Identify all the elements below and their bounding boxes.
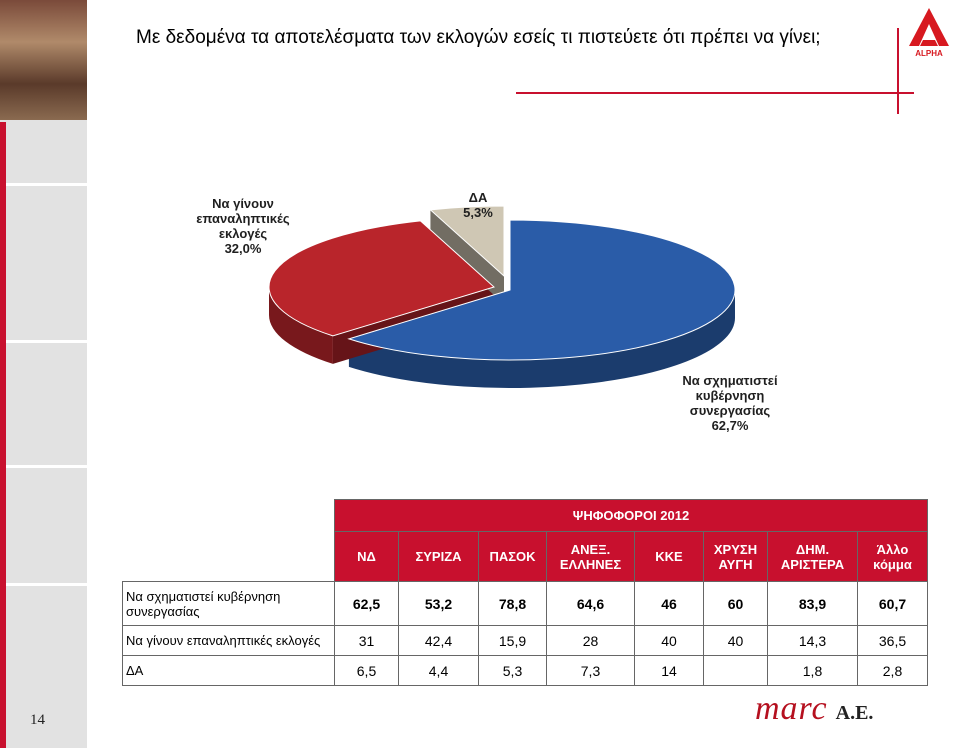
column-header: ΠΑΣΟΚ — [478, 531, 547, 582]
marc-logo-suffix: A.E. — [835, 702, 874, 724]
results-table: ΨΗΦΟΦΟΡΟΙ 2012 ΝΔ ΣΥΡΙΖΑ ΠΑΣΟΚ ΑΝΕΞ. ΕΛΛ… — [122, 499, 928, 686]
pie-label-reelection-value: 32,0% — [224, 241, 262, 256]
table-cell: 60,7 — [857, 581, 928, 626]
table-cell: 62,5 — [334, 581, 399, 626]
table-cell: 28 — [546, 625, 635, 656]
sidebar-divider — [0, 183, 87, 186]
table-cell: 5,3 — [478, 655, 547, 686]
pie-slice-dk — [429, 205, 505, 278]
alpha-logo: ALPHA — [909, 8, 949, 58]
table-cell: 31 — [334, 625, 399, 656]
table-cell: 1,8 — [767, 655, 858, 686]
table-cell: 15,9 — [478, 625, 547, 656]
table-cell: 40 — [703, 625, 768, 656]
page-number: 14 — [30, 712, 45, 728]
table-cell: 36,5 — [857, 625, 928, 656]
pie-label-reelection-text: Να γίνουν επαναληπτικές εκλογές — [196, 196, 290, 241]
table-cell: 83,9 — [767, 581, 858, 626]
table-cell: 53,2 — [398, 581, 479, 626]
table-cell: 14,3 — [767, 625, 858, 656]
title-rule-horizontal — [516, 92, 914, 94]
table-corner — [123, 500, 335, 532]
pie-slice-coalition — [347, 219, 736, 361]
column-header: Άλλο κόμμα — [857, 531, 928, 582]
table-cell: 2,8 — [857, 655, 928, 686]
page-title: Με δεδομένα τα αποτελέσματα των εκλογών … — [136, 27, 821, 48]
table-row: Να σχηματιστεί κυβέρνηση συνεργασίας 62,… — [122, 581, 928, 626]
table-cell: 6,5 — [334, 655, 399, 686]
pie-label-dk-value: 5,3% — [463, 205, 493, 220]
table-cell: 7,3 — [546, 655, 635, 686]
alpha-logo-text: ALPHA — [915, 49, 943, 58]
table-cell: 42,4 — [398, 625, 479, 656]
table-cell: 64,6 — [546, 581, 635, 626]
table-row: ΔΑ 6,5 4,4 5,3 7,3 14 1,8 2,8 — [122, 655, 928, 686]
title-rule-vertical — [897, 28, 899, 114]
table-cell: 60 — [703, 581, 768, 626]
table-cell: 4,4 — [398, 655, 479, 686]
table-row: Να γίνουν επαναληπτικές εκλογές 31 42,4 … — [122, 625, 928, 656]
table-cell: 78,8 — [478, 581, 547, 626]
sidebar-accent-strip — [0, 122, 6, 748]
pie-slice-reelection-side — [269, 287, 333, 364]
row-label: ΔΑ — [122, 655, 335, 686]
table-corner — [122, 531, 335, 582]
column-header: ΑΝΕΞ. ΕΛΛΗΝΕΣ — [546, 531, 635, 582]
pie-label-coalition: Να σχηματιστεί κυβέρνηση συνεργασίας 62,… — [670, 373, 790, 433]
column-header: ΧΡΥΣΗ ΑΥΓΗ — [703, 531, 768, 582]
table-cell: 46 — [634, 581, 704, 626]
table-cell — [703, 655, 768, 686]
table-title: ΨΗΦΟΦΟΡΟΙ 2012 — [334, 499, 928, 532]
pie-slice-coalition-side — [348, 290, 735, 388]
table-cell: 14 — [634, 655, 704, 686]
table-cell: 40 — [634, 625, 704, 656]
pie-label-coalition-value: 62,7% — [711, 418, 749, 433]
pie-label-coalition-text: Να σχηματιστεί κυβέρνηση συνεργασίας — [682, 373, 778, 418]
parliament-photo — [0, 0, 87, 120]
column-header: ΝΔ — [334, 531, 399, 582]
column-header: ΚΚΕ — [634, 531, 704, 582]
pie-label-reelection: Να γίνουν επαναληπτικές εκλογές 32,0% — [188, 196, 298, 256]
row-label: Να σχηματιστεί κυβέρνηση συνεργασίας — [122, 581, 335, 626]
row-label: Να γίνουν επαναληπτικές εκλογές — [122, 625, 335, 656]
pie-label-dk-text: ΔΑ — [468, 190, 488, 205]
sidebar-panel — [0, 0, 87, 748]
column-header: ΔΗΜ. ΑΡΙΣΤΕΡΑ — [767, 531, 858, 582]
pie-slice-reelection — [268, 220, 495, 337]
column-header: ΣΥΡΙΖΑ — [398, 531, 479, 582]
sidebar-divider — [0, 583, 87, 586]
marc-logo-main: marc — [755, 690, 828, 727]
marc-logo: marc A.E. — [755, 690, 873, 728]
sidebar-divider — [0, 340, 87, 343]
pie-label-dk: ΔΑ 5,3% — [448, 190, 508, 220]
sidebar-divider — [0, 465, 87, 468]
